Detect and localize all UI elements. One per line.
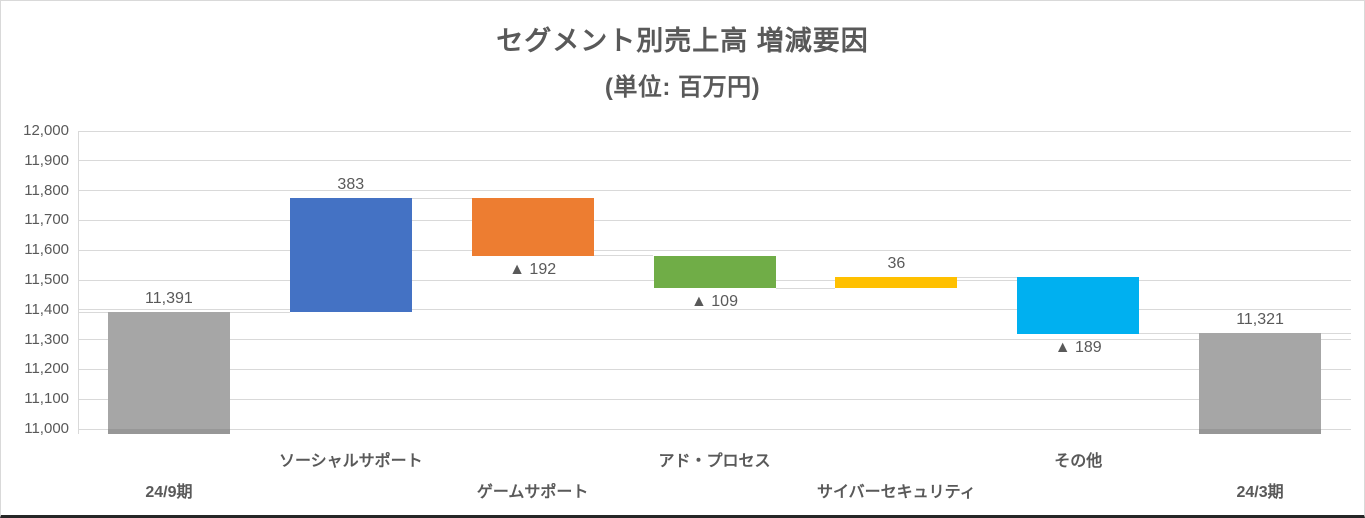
y-axis-tick-label: 11,500 [24,271,69,288]
y-axis-tick-label: 11,100 [24,390,69,408]
gridline [78,190,1351,192]
category-label: ゲームサポート [476,484,589,501]
chart-subtitle: (単位: 百万円) [604,74,761,101]
connector-line [411,197,472,199]
bar-value-label: 36 [887,255,906,273]
category-label: その他 [1054,453,1103,470]
gridline [78,339,1351,341]
category-label: 24/9期 [145,484,193,501]
connector-line [1139,333,1200,335]
bar-base-strip [1199,428,1322,434]
y-axis-tick-label: 11,000 [24,420,69,437]
waterfall-bar-total [107,312,230,434]
category-label: アド・プロセス [658,453,771,470]
bar-value-label: 11,321 [1236,311,1284,329]
gridline [78,249,1351,251]
bar-value-label: ▲ 109 [691,293,738,311]
bar-value-label: ▲ 192 [509,260,557,278]
gridline [78,309,1351,311]
y-axis-tick-label: 11,900 [24,151,69,169]
connector-line [775,287,836,289]
category-label: 24/3期 [1236,484,1284,501]
bar-base-strip [107,428,230,434]
y-axis-tick-label: 12,000 [23,122,69,139]
bar-value-label: ▲ 189 [1054,338,1102,356]
waterfall-bar-decrease [1017,277,1140,334]
y-axis-line [78,131,79,434]
connector-line [78,311,108,313]
y-axis-tick-label: 11,700 [24,211,69,229]
gridline [78,160,1351,162]
waterfall-bar-decrease [653,255,776,289]
waterfall-bar-increase [289,198,412,313]
y-axis-tick-label: 11,200 [24,360,69,378]
waterfall-bar-decrease [471,198,594,256]
gridline [78,398,1351,400]
y-axis-tick-label: 11,300 [24,330,69,348]
chart-title: セグメント別売上高 増減要因 [496,26,869,56]
y-axis-tick-label: 11,400 [24,300,69,318]
gridline [78,368,1351,370]
waterfall-bar-total [1199,333,1322,434]
y-axis-tick-label: 11,600 [24,241,69,259]
gridline [78,130,1351,132]
gridline [78,219,1351,221]
category-label: サイバーセキュリティ [816,484,976,501]
connector-line [1321,332,1351,334]
connector-line [229,311,290,313]
bar-value-label: 11,391 [145,290,193,308]
y-axis-tick-label: 11,800 [24,181,69,199]
category-label: ソーシャルサポート [278,453,423,470]
connector-line [957,276,1018,278]
gridline [78,428,1351,430]
waterfall-bar-increase [835,277,958,289]
bar-value-label: 383 [337,176,365,194]
connector-line [593,255,654,257]
